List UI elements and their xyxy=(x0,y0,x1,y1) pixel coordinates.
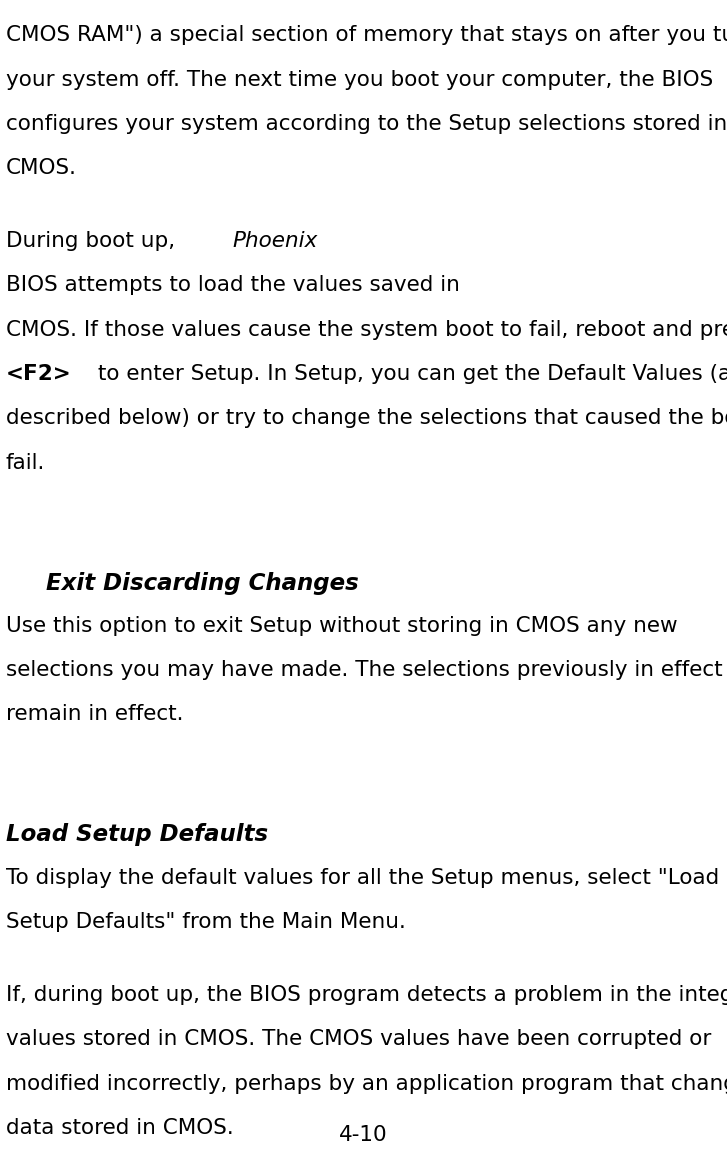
Text: Setup Defaults" from the Main Menu.: Setup Defaults" from the Main Menu. xyxy=(6,912,406,932)
Text: Phoenix: Phoenix xyxy=(233,231,318,251)
Text: If, during boot up, the BIOS program detects a problem in the integrity of: If, during boot up, the BIOS program det… xyxy=(6,984,727,1005)
Text: CMOS.: CMOS. xyxy=(6,158,77,178)
Text: <F2>: <F2> xyxy=(6,363,71,384)
Text: Load Setup Defaults: Load Setup Defaults xyxy=(6,823,268,846)
Text: modified incorrectly, perhaps by an application program that changes: modified incorrectly, perhaps by an appl… xyxy=(6,1073,727,1094)
Text: Exit Discarding Changes: Exit Discarding Changes xyxy=(46,572,358,595)
Text: to enter Setup. In Setup, you can get the Default Values (as: to enter Setup. In Setup, you can get th… xyxy=(91,363,727,384)
Text: data stored in CMOS.: data stored in CMOS. xyxy=(6,1118,233,1137)
Text: described below) or try to change the selections that caused the boot to: described below) or try to change the se… xyxy=(6,408,727,428)
Text: During boot up,: During boot up, xyxy=(6,231,182,251)
Text: your system off. The next time you boot your computer, the BIOS: your system off. The next time you boot … xyxy=(6,69,713,90)
Text: fail.: fail. xyxy=(6,452,45,473)
Text: To display the default values for all the Setup menus, select "Load: To display the default values for all th… xyxy=(6,867,719,888)
Text: BIOS attempts to load the values saved in: BIOS attempts to load the values saved i… xyxy=(6,275,459,296)
Text: remain in effect.: remain in effect. xyxy=(6,704,183,724)
Text: selections you may have made. The selections previously in effect: selections you may have made. The select… xyxy=(6,660,723,680)
Text: Use this option to exit Setup without storing in CMOS any new: Use this option to exit Setup without st… xyxy=(6,615,678,636)
Text: CMOS RAM") a special section of memory that stays on after you turn: CMOS RAM") a special section of memory t… xyxy=(6,25,727,45)
Text: values stored in CMOS. The CMOS values have been corrupted or: values stored in CMOS. The CMOS values h… xyxy=(6,1029,711,1049)
Text: configures your system according to the Setup selections stored in: configures your system according to the … xyxy=(6,114,727,133)
Text: 4-10: 4-10 xyxy=(340,1125,387,1144)
Text: CMOS. If those values cause the system boot to fail, reboot and press: CMOS. If those values cause the system b… xyxy=(6,320,727,339)
